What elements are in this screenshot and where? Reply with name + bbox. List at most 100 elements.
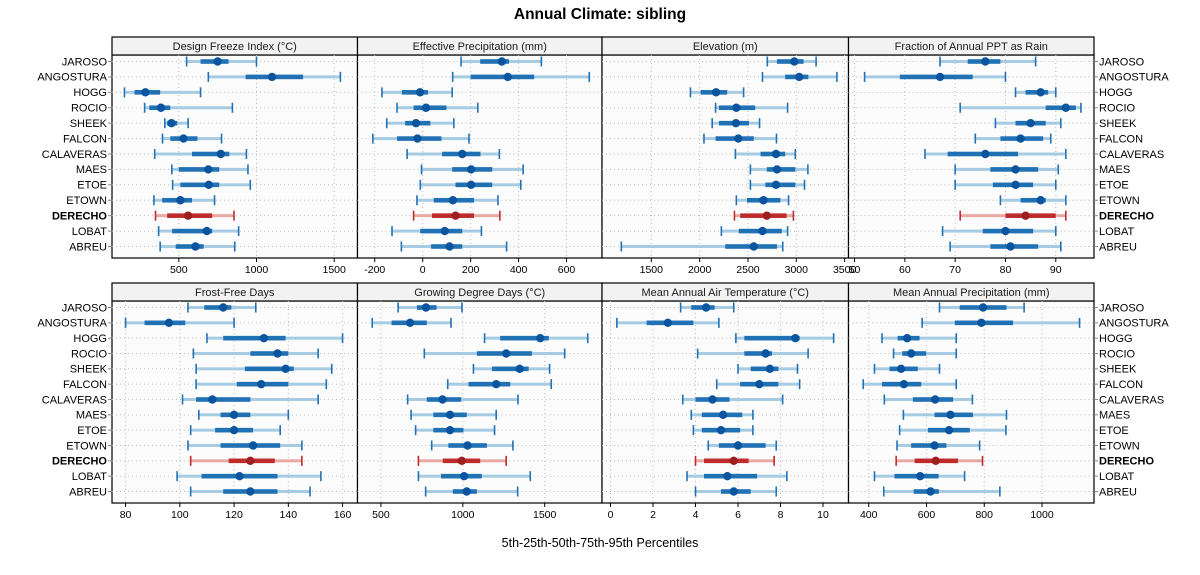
station-label-right: LOBAT bbox=[1099, 471, 1135, 483]
station-label-left: LOBAT bbox=[72, 471, 108, 483]
median-dot bbox=[459, 471, 469, 481]
median-dot bbox=[445, 425, 455, 435]
station-label-right: ETOE bbox=[1099, 425, 1129, 437]
station-label-left: JAROSO bbox=[62, 302, 108, 314]
station-label-right: CALAVERAS bbox=[1099, 394, 1164, 406]
station-label-right: ETOE bbox=[1099, 180, 1129, 192]
axis-tick-label: 1500 bbox=[640, 264, 664, 276]
station-label-right: ETOWN bbox=[1099, 440, 1140, 452]
p25-p75-bar bbox=[718, 443, 766, 448]
panel-strip-title: Elevation (m) bbox=[693, 41, 758, 53]
p25-p75-bar bbox=[1005, 213, 1056, 218]
axis-tick-label: 80 bbox=[1000, 264, 1012, 276]
median-dot bbox=[733, 441, 743, 450]
axis-tick-label: 10 bbox=[817, 509, 829, 521]
axis-tick-label: 1500 bbox=[323, 264, 347, 276]
station-label-left: ABREU bbox=[69, 486, 107, 498]
axis-tick-label: 1000 bbox=[245, 264, 269, 276]
median-dot bbox=[267, 72, 277, 82]
axis-tick-label: 70 bbox=[949, 264, 961, 276]
p25-p75-bar bbox=[491, 366, 529, 372]
median-dot bbox=[729, 456, 738, 466]
station-label-right: DERECHO bbox=[1099, 210, 1154, 222]
axis-tick-label: 600 bbox=[558, 264, 576, 276]
p25-p75-bar bbox=[401, 90, 428, 95]
panel-strip-title: Design Freeze Index (°C) bbox=[173, 41, 297, 53]
axis-tick-label: 3500 bbox=[833, 264, 857, 276]
station-label-right: FALCON bbox=[1099, 379, 1143, 391]
median-dot bbox=[457, 456, 467, 466]
median-dot bbox=[731, 118, 741, 128]
panel-area bbox=[356, 54, 603, 259]
median-dot bbox=[246, 487, 255, 496]
station-label-left: ETOE bbox=[77, 425, 107, 437]
panel-area bbox=[601, 300, 850, 504]
axis-tick-label: 2500 bbox=[736, 264, 760, 276]
median-dot bbox=[256, 379, 266, 389]
station-label-left: LOBAT bbox=[72, 226, 108, 238]
station-label-right: HOGG bbox=[1099, 87, 1133, 99]
p25-p75-bar bbox=[204, 305, 232, 310]
p25-p75-bar bbox=[1020, 197, 1046, 203]
axis-tick-label: 3000 bbox=[785, 264, 809, 276]
median-dot bbox=[896, 364, 906, 374]
p25-p75-bar bbox=[500, 335, 549, 341]
median-dot bbox=[405, 318, 415, 328]
station-label-right: JAROSO bbox=[1099, 302, 1145, 314]
median-dot bbox=[156, 103, 166, 112]
median-dot bbox=[235, 471, 244, 481]
median-dot bbox=[497, 57, 507, 66]
panel-strip-title: Fraction of Annual PPT as Rain bbox=[895, 41, 1048, 53]
median-dot bbox=[701, 303, 711, 312]
axis-tick-label: 0 bbox=[608, 509, 614, 521]
station-label-right: ANGOSTURA bbox=[1099, 318, 1169, 330]
station-label-left: ANGOSTURA bbox=[37, 72, 107, 84]
median-dot bbox=[191, 242, 200, 251]
axis-tick-label: 200 bbox=[462, 264, 480, 276]
p25-p75-bar bbox=[468, 381, 511, 387]
median-dot bbox=[708, 395, 717, 404]
median-dot bbox=[208, 395, 217, 404]
median-dot bbox=[451, 211, 460, 220]
panel-strip-title: Mean Annual Air Temperature (°C) bbox=[642, 287, 809, 299]
station-label-right: ROCIO bbox=[1099, 348, 1136, 360]
median-dot bbox=[204, 165, 213, 174]
axis-tick-label: -200 bbox=[364, 264, 385, 276]
median-dot bbox=[790, 57, 799, 66]
station-label-left: JAROSO bbox=[62, 56, 108, 68]
median-dot bbox=[515, 364, 524, 374]
median-dot bbox=[946, 410, 955, 420]
station-label-left: MAES bbox=[76, 410, 107, 422]
median-dot bbox=[445, 410, 455, 420]
station-label-right: SHEEK bbox=[1099, 364, 1137, 376]
median-dot bbox=[448, 196, 458, 205]
median-dot bbox=[281, 364, 290, 374]
station-label-left: CALAVERAS bbox=[42, 394, 107, 406]
median-dot bbox=[772, 165, 782, 174]
station-label-right: ETOWN bbox=[1099, 195, 1140, 207]
median-dot bbox=[930, 395, 940, 404]
median-dot bbox=[1061, 103, 1071, 112]
panel-strip-title: Mean Annual Precipitation (mm) bbox=[893, 287, 1050, 299]
median-dot bbox=[167, 118, 176, 128]
median-dot bbox=[977, 318, 986, 328]
axis-tick-label: 4 bbox=[693, 509, 699, 521]
panel-area bbox=[847, 54, 1095, 259]
station-label-left: ABREU bbox=[69, 241, 107, 253]
median-dot bbox=[536, 333, 545, 343]
median-dot bbox=[413, 134, 422, 143]
p25-p75-bar bbox=[223, 335, 286, 341]
axis-tick-label: 50 bbox=[849, 264, 861, 276]
panel-area bbox=[356, 300, 603, 504]
median-dot bbox=[248, 441, 258, 450]
panel-strip-title: Growing Degree Days (°C) bbox=[414, 287, 545, 299]
median-dot bbox=[926, 487, 935, 496]
median-dot bbox=[463, 441, 472, 450]
median-dot bbox=[259, 333, 269, 343]
median-dot bbox=[164, 318, 174, 328]
median-dot bbox=[202, 226, 211, 236]
median-dot bbox=[438, 395, 447, 404]
axis-tick-label: 90 bbox=[1050, 264, 1062, 276]
station-label-right: SHEEK bbox=[1099, 118, 1137, 130]
median-dot bbox=[183, 211, 193, 220]
